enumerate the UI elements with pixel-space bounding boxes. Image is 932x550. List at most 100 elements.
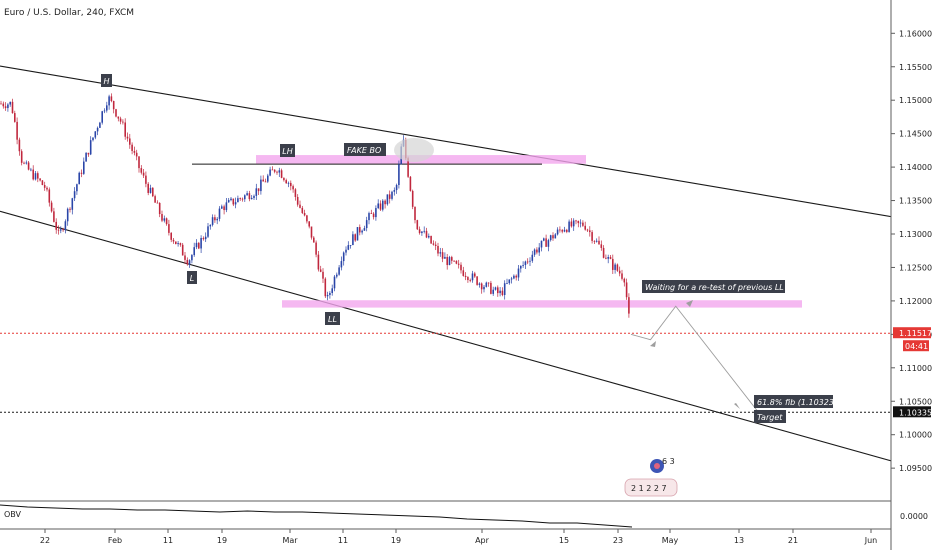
candle-body: [522, 265, 524, 266]
label-h[interactable]: H: [101, 74, 112, 87]
author-badge[interactable]: 6 3 2 1 2 2 7: [624, 457, 678, 497]
label-lh[interactable]: LH: [280, 144, 295, 157]
candle-body: [363, 228, 366, 231]
svg-text:04:41: 04:41: [905, 342, 928, 351]
support-zone[interactable]: [282, 300, 802, 308]
candle-body: [276, 171, 278, 173]
projection-arrow-head-target: [734, 403, 740, 409]
price-tick-label: 1.13500: [899, 197, 932, 206]
time-tick-label: 21: [788, 536, 798, 545]
candle-body: [513, 275, 515, 279]
candle-body: [20, 151, 23, 163]
candle-body: [78, 172, 80, 185]
candle-body: [536, 249, 538, 253]
candle-body: [230, 198, 232, 201]
time-axis[interactable]: 22 Feb 11 19 Mar 11 19 Apr 15 23 May 13 21 Jun: [40, 529, 877, 545]
svg-text:2 1 2 2 7: 2 1 2 2 7: [631, 484, 667, 493]
candle-body: [147, 183, 149, 193]
candle-body: [340, 261, 343, 268]
obv-pane[interactable]: [0, 502, 891, 528]
candle-body: [41, 180, 44, 185]
label-l[interactable]: L: [187, 271, 197, 284]
badge-ribbon: [624, 478, 678, 497]
candle-body: [149, 187, 152, 193]
candle-body: [2, 103, 5, 107]
price-tick-label: 1.10500: [899, 397, 932, 406]
candle-body: [191, 255, 193, 261]
obv-line[interactable]: [0, 504, 633, 528]
price-tick-label: 1.16000: [899, 29, 932, 38]
svg-text:FAKE BO: FAKE BO: [347, 146, 381, 155]
candle-body: [232, 198, 235, 205]
candle-body: [547, 240, 550, 247]
candle-body: [457, 263, 460, 265]
candle-body: [188, 260, 191, 265]
candle-body: [563, 229, 566, 232]
label-fake-bo[interactable]: FAKE BO: [344, 143, 386, 156]
svg-text:LH: LH: [282, 147, 292, 156]
candle-body: [34, 173, 37, 180]
candle-body: [112, 101, 115, 110]
candle-body: [287, 182, 290, 184]
candle-body: [520, 265, 522, 269]
time-tick-label: 11: [163, 536, 173, 545]
candle-body: [568, 221, 570, 232]
main-pane[interactable]: [0, 0, 891, 500]
candle-body: [545, 238, 547, 247]
candle-body: [50, 202, 53, 212]
candle-body: [294, 189, 297, 197]
candle-body: [248, 193, 251, 200]
svg-text:Waiting for a re-test of previ: Waiting for a re-test of previous LL: [645, 283, 784, 292]
label-retest[interactable]: Waiting for a re-test of previous LL: [642, 280, 785, 293]
candle-body: [46, 187, 48, 190]
candle-body: [62, 229, 64, 231]
candle-body: [106, 105, 108, 111]
candle-body: [467, 277, 469, 280]
candle-body: [566, 229, 568, 232]
candle-body: [23, 162, 25, 164]
fake-bo-highlight: [394, 138, 434, 162]
candle-body: [382, 200, 384, 210]
candle-body: [543, 238, 545, 241]
candle-body: [602, 247, 605, 258]
candle-body: [269, 169, 271, 176]
label-ll[interactable]: LL: [325, 312, 340, 325]
candle-body: [57, 229, 60, 231]
candle-body: [368, 213, 370, 221]
candle-body: [278, 170, 281, 173]
candle-body: [529, 260, 531, 262]
candle-body: [579, 222, 582, 224]
candle-body: [582, 222, 584, 226]
time-tick-label: Feb: [108, 536, 122, 545]
svg-text:1.10335: 1.10335: [899, 408, 932, 417]
candle-body: [216, 218, 218, 221]
price-tick-label: 1.15000: [899, 96, 932, 105]
label-fib[interactable]: 61.8% fib (1.10323): [754, 395, 837, 408]
candle-body: [384, 200, 386, 205]
candle-body: [434, 244, 437, 246]
candle-body: [48, 189, 51, 203]
candle-body: [589, 230, 591, 233]
time-tick-label: Mar: [282, 536, 298, 545]
candle-body: [299, 204, 301, 208]
channel-lower-line[interactable]: [0, 210, 892, 462]
candle-body: [214, 217, 216, 221]
candle-body: [338, 267, 340, 275]
projection-path[interactable]: [630, 305, 760, 414]
candle-body: [221, 206, 223, 209]
candle-body: [179, 243, 182, 245]
label-target[interactable]: Target: [754, 410, 786, 423]
candle-body: [365, 220, 368, 229]
candle-body: [11, 101, 14, 114]
channel-upper-line[interactable]: [0, 65, 892, 218]
candle-body: [460, 264, 462, 271]
svg-text:H: H: [103, 77, 109, 86]
candle-body: [115, 109, 117, 117]
candle-body: [370, 213, 373, 214]
candle-body: [96, 127, 99, 132]
candle-body: [92, 137, 94, 141]
svg-text:6 3: 6 3: [662, 457, 675, 466]
candle-body: [292, 186, 294, 190]
svg-text:LL: LL: [328, 315, 337, 324]
